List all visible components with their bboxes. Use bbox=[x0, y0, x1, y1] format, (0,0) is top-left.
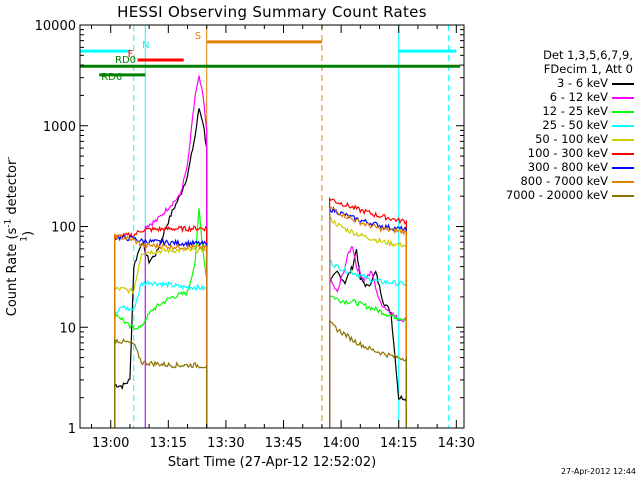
flag-label: N bbox=[142, 40, 149, 51]
series-line-7 bbox=[329, 206, 407, 428]
legend-swatch bbox=[612, 153, 634, 155]
legend-entry: 50 - 100 keV bbox=[470, 132, 638, 146]
legend-label: 3 - 6 keV bbox=[557, 76, 608, 90]
x-tick-label: 14:00 bbox=[322, 436, 359, 451]
legend-swatch bbox=[612, 97, 634, 99]
y-tick-label: 100 bbox=[51, 221, 76, 236]
flag-label: RD6 bbox=[101, 72, 122, 83]
series-line-3 bbox=[329, 259, 407, 428]
series-line-6 bbox=[113, 234, 208, 428]
legend-swatch bbox=[612, 181, 634, 183]
legend-header-line-2: FDecim 1, Att 0 bbox=[543, 62, 633, 76]
legend-swatch bbox=[612, 125, 634, 127]
y-tick-label: 10000 bbox=[35, 19, 76, 34]
legend-swatch bbox=[612, 167, 634, 169]
series-line-4 bbox=[329, 216, 407, 428]
legend-label: 100 - 300 keV bbox=[527, 146, 608, 160]
legend-label: 6 - 12 keV bbox=[549, 90, 608, 104]
series-line-0 bbox=[329, 248, 407, 428]
flag-label: RD0 bbox=[115, 55, 136, 66]
series-line-1 bbox=[144, 75, 208, 428]
series-line-8 bbox=[329, 319, 407, 428]
legend-swatch bbox=[612, 195, 634, 197]
legend-label: 800 - 7000 keV bbox=[520, 174, 608, 188]
series-line-2 bbox=[329, 294, 407, 428]
y-tick-label: 10 bbox=[59, 321, 76, 336]
x-tick-label: 13:45 bbox=[265, 436, 302, 451]
legend-entry: 300 - 800 keV bbox=[470, 160, 638, 174]
legend-header-line-1: Det 1,3,5,6,7,9, bbox=[543, 48, 633, 62]
x-tick-label: 13:30 bbox=[207, 436, 244, 451]
legend-swatch bbox=[612, 83, 634, 85]
legend-entry: 6 - 12 keV bbox=[470, 90, 638, 104]
x-axis-label: Start Time (27-Apr-12 12:52:02) bbox=[167, 455, 377, 470]
x-tick-label: 13:00 bbox=[92, 436, 129, 451]
series-line-5 bbox=[329, 196, 407, 428]
legend-swatch bbox=[612, 139, 634, 141]
legend: Det 1,3,5,6,7,9, FDecim 1, Att 0 3 - 6 k… bbox=[470, 48, 638, 202]
legend-entry: 800 - 7000 keV bbox=[470, 174, 638, 188]
legend-entry: 12 - 25 keV bbox=[470, 104, 638, 118]
flag-label: S bbox=[195, 31, 201, 42]
legend-label: 300 - 800 keV bbox=[527, 160, 608, 174]
x-tick-label: 14:15 bbox=[380, 436, 417, 451]
series-line-1 bbox=[329, 246, 407, 428]
legend-label: 25 - 50 keV bbox=[542, 118, 608, 132]
legend-entry: 3 - 6 keV bbox=[470, 76, 638, 90]
legend-swatch bbox=[612, 111, 634, 113]
x-tick-label: 14:30 bbox=[438, 436, 475, 451]
legend-entry: 25 - 50 keV bbox=[470, 118, 638, 132]
legend-label: 50 - 100 keV bbox=[535, 132, 608, 146]
x-tick-label: 13:15 bbox=[150, 436, 187, 451]
series-line-8 bbox=[113, 338, 208, 428]
y-tick-label: 1000 bbox=[43, 120, 76, 135]
series-line-7 bbox=[113, 233, 208, 428]
chart-title: HESSI Observing Summary Count Rates bbox=[117, 3, 427, 21]
legend-entry: 100 - 300 keV bbox=[470, 146, 638, 160]
series-line-4 bbox=[113, 246, 208, 428]
y-tick-label: 1 bbox=[68, 422, 76, 437]
series-line-0 bbox=[113, 108, 208, 428]
plot-timestamp: 27-Apr-2012 12:44 bbox=[560, 467, 636, 476]
legend-label: 7000 - 20000 keV bbox=[505, 188, 608, 202]
series-line-3 bbox=[113, 279, 208, 428]
legend-entry: 7000 - 20000 keV bbox=[470, 188, 638, 202]
flag-label: F bbox=[128, 49, 134, 60]
series-line-2 bbox=[113, 208, 208, 428]
legend-label: 12 - 25 keV bbox=[542, 104, 608, 118]
series-line-5 bbox=[113, 224, 208, 428]
